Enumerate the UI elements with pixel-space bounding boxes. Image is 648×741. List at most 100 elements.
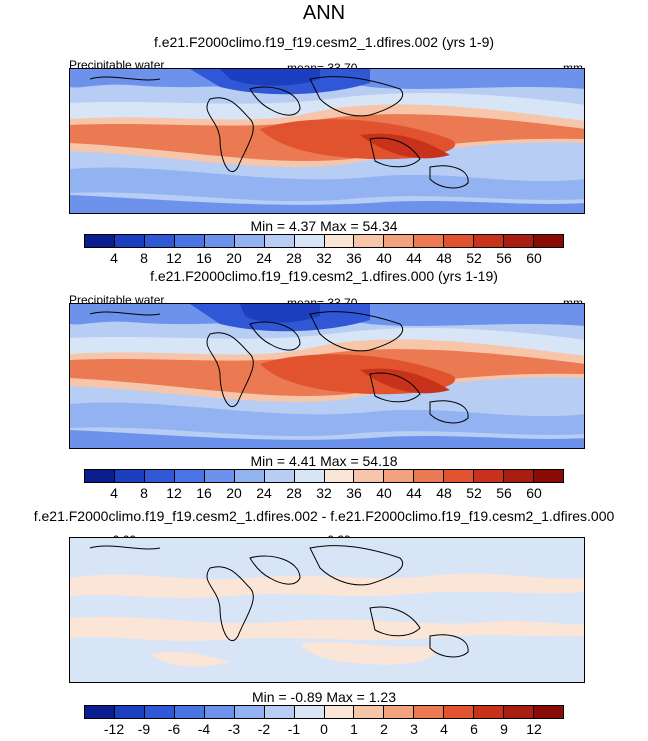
- colorbar-swatch: [114, 470, 145, 482]
- colorbar-swatch: [474, 706, 505, 718]
- colorbar-swatch: [264, 235, 295, 247]
- colorbar-ticks-2: 4 8 12 16 20 24 28 32 36 40 44 48 52 56 60: [84, 485, 564, 501]
- colorbar-tick-label: 6: [470, 721, 478, 737]
- coastlines: [89, 545, 469, 658]
- colorbar-swatch: [414, 706, 445, 718]
- colorbar-tick-label: 32: [316, 250, 332, 266]
- colorbar-swatch: [414, 470, 445, 482]
- colorbar-swatch: [384, 235, 415, 247]
- colorbar-swatch: [534, 470, 563, 482]
- colorbar-tick-label: 8: [140, 485, 148, 501]
- case-title-1: f.e21.F2000climo.f19_f19.cesm2_1.dfires.…: [153, 34, 495, 50]
- colorbar-tick-label: 8: [140, 250, 148, 266]
- colorbar-tick-label: 48: [436, 485, 452, 501]
- colorbar-swatch: [85, 470, 115, 482]
- plot-title: ANN: [302, 2, 346, 24]
- colorbar-tick-label: 28: [286, 250, 302, 266]
- colorbar-swatch: [444, 706, 475, 718]
- colorbar-tick-label: 12: [166, 250, 182, 266]
- colorbar-tick-label: 4: [440, 721, 448, 737]
- colorbar-swatch: [294, 470, 325, 482]
- colorbar-tick-label: 52: [466, 485, 482, 501]
- colorbar-swatch: [444, 235, 475, 247]
- coastlines: [89, 76, 469, 189]
- colorbar-tick-label: 4: [110, 485, 118, 501]
- case-title-2: f.e21.F2000climo.f19_f19.cesm2_1.dfires.…: [150, 268, 498, 284]
- colorbar-tick-label: 4: [110, 250, 118, 266]
- colorbar-tick-label: 32: [316, 485, 332, 501]
- colorbar-swatch: [144, 470, 175, 482]
- map-panel-3: [69, 537, 585, 683]
- colorbar-tick-label: 1: [350, 721, 358, 737]
- colorbar-swatch: [384, 470, 415, 482]
- colorbar-tick-label: -6: [167, 721, 181, 737]
- colorbar-swatch: [114, 706, 145, 718]
- map-panel-2: [69, 303, 585, 449]
- colorbar-swatch: [234, 470, 265, 482]
- colorbar-ticks-1: 4 8 12 16 20 24 28 32 36 40 44 48 52 56 60: [84, 250, 564, 266]
- colorbar-tick-label: 36: [346, 485, 362, 501]
- colorbar-tick-label: 60: [526, 485, 542, 501]
- colorbar-tick-label: -3: [227, 721, 241, 737]
- colorbar-tick-label: 24: [256, 250, 272, 266]
- colorbar-tick-label: 56: [496, 250, 512, 266]
- colorbar-swatch: [85, 235, 115, 247]
- colorbar-swatch: [144, 706, 175, 718]
- colorbar-swatch: [174, 235, 205, 247]
- colorbar-tick-label: 60: [526, 250, 542, 266]
- colorbar-swatch: [204, 706, 235, 718]
- colorbar-tick-label: 12: [166, 485, 182, 501]
- colorbar-swatch: [144, 235, 175, 247]
- minmax-label-1: Min = 4.37 Max = 54.34: [250, 218, 398, 234]
- colorbar-3: [84, 705, 564, 719]
- colorbar-tick-label: -2: [257, 721, 271, 737]
- colorbar-tick-label: 40: [376, 485, 392, 501]
- colorbar-swatch: [234, 706, 265, 718]
- colorbar-tick-label: 12: [526, 721, 542, 737]
- colorbar-tick-label: 9: [500, 721, 508, 737]
- colorbar-tick-label: 20: [226, 250, 242, 266]
- colorbar-swatch: [354, 706, 385, 718]
- colorbar-swatch: [324, 235, 355, 247]
- colorbar-tick-label: 40: [376, 250, 392, 266]
- colorbar-swatch: [264, 706, 295, 718]
- colorbar-tick-label: 56: [496, 485, 512, 501]
- colorbar-swatch: [474, 470, 505, 482]
- minmax-label-3: Min = -0.89 Max = 1.23: [252, 689, 396, 705]
- colorbar-tick-label: 16: [196, 250, 212, 266]
- colorbar-swatch: [234, 235, 265, 247]
- coastlines: [89, 311, 469, 424]
- colorbar-swatch: [534, 235, 563, 247]
- colorbar-tick-label: 48: [436, 250, 452, 266]
- colorbar-swatch: [474, 235, 505, 247]
- colorbar-swatch: [384, 706, 415, 718]
- colorbar-swatch: [444, 470, 475, 482]
- colorbar-ticks-3: -12 -9 -6 -4 -3 -2 -1 0 1 2 3 4 6 9 12: [84, 721, 564, 737]
- precipitable-water-map-2: [70, 304, 584, 448]
- colorbar-swatch: [264, 470, 295, 482]
- case-title-3: f.e21.F2000climo.f19_f19.cesm2_1.dfires.…: [33, 508, 615, 524]
- colorbar-swatch: [114, 235, 145, 247]
- colorbar-tick-label: 44: [406, 485, 422, 501]
- colorbar-swatch: [354, 235, 385, 247]
- colorbar-swatch: [354, 470, 385, 482]
- colorbar-swatch: [534, 706, 563, 718]
- colorbar-tick-label: -12: [103, 721, 125, 737]
- colorbar-tick-label: -9: [137, 721, 151, 737]
- colorbar-swatch: [204, 470, 235, 482]
- difference-map: [70, 538, 584, 682]
- colorbar-tick-label: 16: [196, 485, 212, 501]
- colorbar-swatch: [294, 706, 325, 718]
- minmax-label-2: Min = 4.41 Max = 54.18: [250, 453, 398, 469]
- colorbar-tick-label: 2: [380, 721, 388, 737]
- colorbar-swatch: [504, 706, 535, 718]
- colorbar-tick-label: -4: [197, 721, 211, 737]
- colorbar-swatch: [204, 235, 235, 247]
- colorbar-tick-label: 36: [346, 250, 362, 266]
- colorbar-swatch: [504, 235, 535, 247]
- colorbar-tick-label: 44: [406, 250, 422, 266]
- colorbar-tick-label: 0: [320, 721, 328, 737]
- map-panel-1: [69, 68, 585, 214]
- colorbar-swatch: [324, 706, 355, 718]
- colorbar-1: [84, 234, 564, 248]
